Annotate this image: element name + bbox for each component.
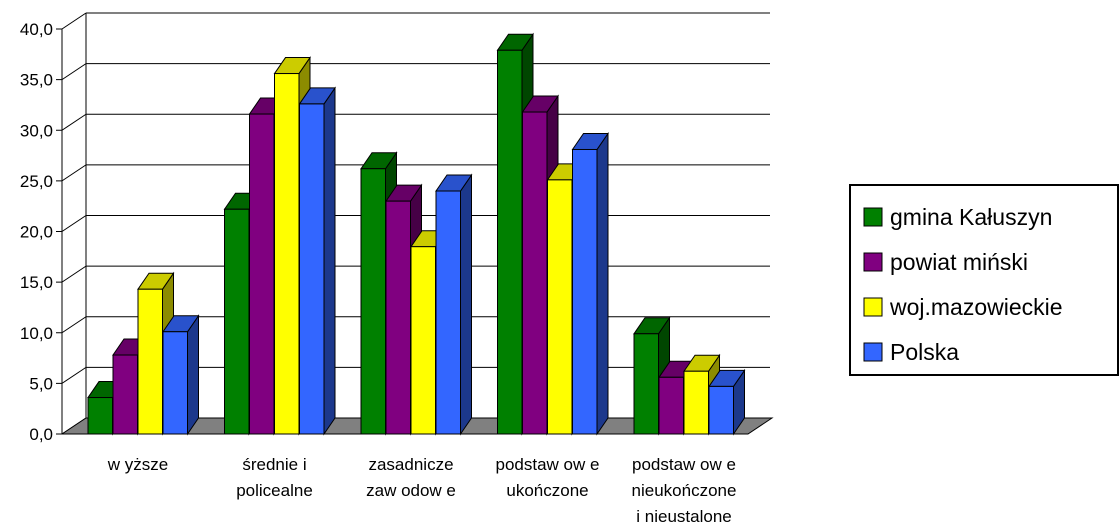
gridline-depth <box>61 12 87 30</box>
bars-layer <box>87 32 746 436</box>
bar-side <box>596 131 609 436</box>
bar-front <box>249 113 275 435</box>
y-tick-label: 10,0 <box>20 324 53 343</box>
x-axis: w yższe średnie i policealne zasadnicze zaw … <box>107 455 737 526</box>
bar-front <box>435 190 461 435</box>
y-tick-label: 15,0 <box>20 273 53 292</box>
y-tick-label: 25,0 <box>20 172 53 191</box>
gridline-depth <box>61 316 87 334</box>
y-axis: 0,0 5,0 10,0 15,0 20,0 25,0 30,0 35,0 40,0 <box>20 20 63 444</box>
x-tick-label: podstaw ow e ukończone <box>496 455 600 500</box>
bar-front <box>87 397 113 435</box>
legend-swatch <box>863 252 883 272</box>
bar-front <box>224 208 250 435</box>
gridline-depth <box>61 164 87 182</box>
bar <box>571 131 609 436</box>
bar-front <box>683 370 709 435</box>
legend-box <box>849 184 1119 376</box>
legend-swatch <box>863 207 883 227</box>
bar-front <box>385 200 411 435</box>
bar-front <box>360 168 386 435</box>
legend-swatch <box>863 297 883 317</box>
y-tick-label: 20,0 <box>20 223 53 242</box>
bar <box>435 173 473 436</box>
bar-front <box>410 246 436 435</box>
legend-swatch <box>863 342 883 362</box>
bar-front <box>299 103 325 435</box>
x-tick-label: w yższe <box>107 455 168 474</box>
gridline-depth <box>61 215 87 232</box>
bar-side <box>187 314 199 436</box>
bar-front <box>522 111 548 435</box>
bar-front <box>274 73 300 435</box>
bar-front <box>137 288 163 435</box>
bar <box>298 86 336 436</box>
x-tick-label: podstaw ow e nieukończone i nieustalone <box>632 455 737 526</box>
y-tick-label: 0,0 <box>29 425 53 444</box>
gridline-depth <box>61 366 87 384</box>
y-tick-label: 40,0 <box>20 20 53 39</box>
bar-side <box>460 173 472 436</box>
legend-label: powiat miński <box>890 249 1028 275</box>
x-tick-label: średnie i policealne <box>236 455 313 500</box>
legend: gmina Kałuszyn powiat miński woj.mazowieck… <box>849 184 1119 376</box>
y-tick-label: 30,0 <box>20 121 53 140</box>
gridline-depth <box>61 113 87 131</box>
y-tick-label: 35,0 <box>20 71 53 90</box>
gridline-depth <box>61 63 87 81</box>
bar-front <box>162 331 188 435</box>
bar-front <box>572 148 598 435</box>
bar-front <box>112 354 138 435</box>
bar-front <box>497 49 523 435</box>
bar <box>708 368 746 436</box>
bar <box>162 314 200 436</box>
bar-front <box>547 179 573 435</box>
legend-label: Polska <box>890 339 959 365</box>
y-tick-label: 5,0 <box>29 374 53 393</box>
bar-front <box>708 385 734 435</box>
legend-label: gmina Kałuszyn <box>890 204 1052 230</box>
bar-front <box>658 376 684 435</box>
legend-label: woj.mazowieckie <box>889 294 1063 320</box>
bar-front <box>633 333 659 435</box>
gridline-depth <box>61 265 87 283</box>
bar-side <box>323 86 336 436</box>
x-tick-label: zasadnicze zaw odow e <box>366 455 456 500</box>
